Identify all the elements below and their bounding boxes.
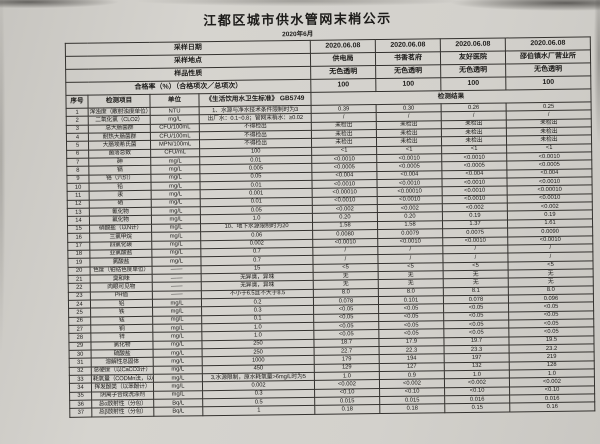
row-no: 16 — [67, 233, 90, 242]
header-no: 序号 — [65, 95, 89, 109]
water-quality-table: 采样日期 2020.06.08 2020.06.08 2020.06.08 2020.0… — [64, 36, 596, 418]
row-no: 4 — [66, 133, 89, 142]
row-no: 18 — [67, 249, 90, 259]
row-no: 7 — [66, 158, 89, 167]
meta-value: 100 — [310, 78, 376, 93]
row-no: 24 — [68, 299, 91, 309]
meta-value: 邵伯镇水厂营业所 — [505, 49, 591, 64]
row-no: 35 — [69, 391, 92, 401]
row-no: 20 — [68, 266, 91, 276]
row-no: 28 — [68, 333, 91, 342]
meta-value: 无色透明 — [440, 63, 506, 78]
row-no: 23 — [68, 291, 91, 301]
row-no: 29 — [68, 341, 92, 351]
meta-value: 无色透明 — [310, 65, 376, 80]
row-standard: 1 — [202, 405, 315, 416]
meta-value: 2020.06.08 — [310, 39, 376, 54]
row-no: 33 — [69, 375, 92, 384]
row-no: 37 — [69, 408, 92, 418]
row-no: 15 — [67, 224, 90, 234]
meta-value: 2020.06.08 — [375, 38, 441, 53]
row-no: 31 — [69, 358, 92, 367]
row-value: 0.15 — [444, 403, 510, 413]
row-item: 总β放射性（分包） — [91, 407, 154, 417]
row-no: 17 — [67, 241, 90, 251]
row-no: 32 — [69, 366, 92, 376]
row-no: 30 — [69, 350, 92, 359]
meta-value: 供电局 — [310, 52, 376, 67]
row-no: 27 — [68, 325, 91, 334]
row-no: 8 — [66, 166, 89, 176]
meta-value: 100 — [505, 75, 591, 90]
row-no: 19 — [67, 258, 91, 267]
row-no: 13 — [67, 208, 90, 217]
row-no: 34 — [69, 383, 92, 393]
row-no: 11 — [67, 191, 90, 201]
row-no: 12 — [67, 199, 90, 209]
row-no: 36 — [69, 400, 92, 409]
header-item: 检测项目 — [87, 94, 151, 109]
row-no: 10 — [67, 183, 90, 192]
meta-value: 100 — [375, 77, 441, 92]
meta-value: 2020.06.08 — [440, 37, 506, 52]
row-no: 2 — [66, 116, 89, 126]
meta-value: 书香茗府 — [375, 51, 441, 66]
row-no: 1 — [66, 108, 89, 117]
meta-value: 2020.06.08 — [505, 36, 591, 51]
row-value: 0.18 — [314, 404, 380, 415]
row-no: 9 — [66, 174, 90, 184]
row-no: 22 — [68, 283, 91, 292]
meta-value: 无色透明 — [375, 64, 441, 79]
row-unit: Bq/L — [153, 407, 203, 417]
row-no: 26 — [68, 316, 91, 326]
row-no: 6 — [66, 149, 89, 159]
row-no: 14 — [67, 216, 90, 226]
header-unit: 单位 — [149, 93, 200, 108]
row-no: 5 — [66, 141, 89, 151]
row-value: 0.18 — [379, 404, 445, 414]
row-no: 25 — [68, 308, 91, 317]
meta-value: 100 — [440, 76, 506, 91]
row-value: 0.16 — [509, 402, 595, 412]
row-no: 3 — [66, 124, 89, 134]
row-no: 21 — [68, 274, 91, 284]
meta-value: 无色透明 — [505, 62, 591, 77]
meta-value: 友好医院 — [440, 50, 506, 65]
